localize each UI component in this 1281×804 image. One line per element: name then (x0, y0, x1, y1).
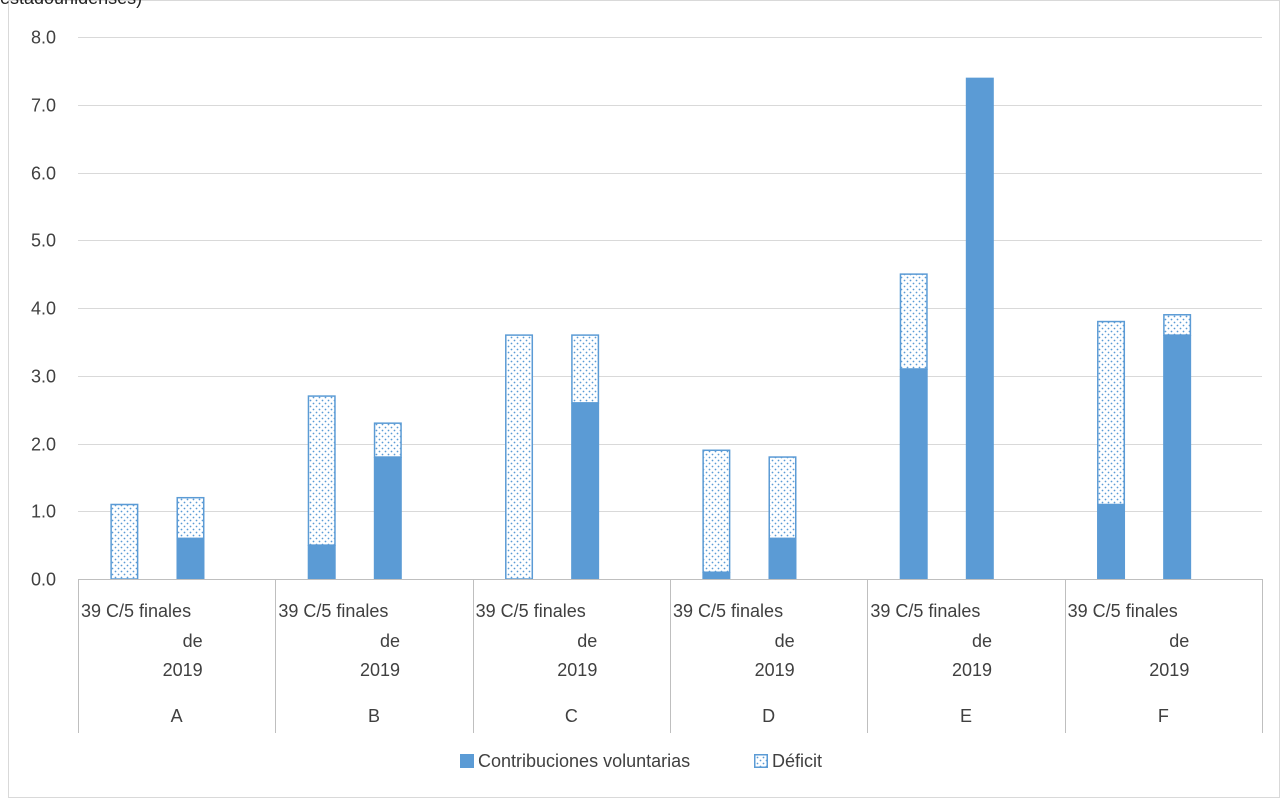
bar-segment-deficit (176, 496, 205, 540)
legend-label-deficit: Déficit (772, 751, 822, 771)
x-group-label: E (960, 706, 972, 726)
x-axis: 39 C/5 finales de 2019 A 39 C/5 finales de 201… (78, 579, 1263, 733)
x-subcategory-label: 39 C/5 finales (870, 601, 980, 621)
x-subcategory-label: 2019 (163, 660, 203, 680)
x-group-label: A (171, 706, 183, 726)
bar-segment-contribuciones (373, 457, 402, 579)
legend: Contribuciones voluntarias Déficit (460, 751, 822, 771)
y-tick-label: 3.0 (31, 367, 56, 387)
bar-segment-contribuciones (1097, 504, 1126, 579)
bar-segment-deficit (505, 334, 534, 580)
y-tick-label: 5.0 (31, 231, 56, 251)
y-tick-label: 4.0 (31, 299, 56, 319)
y-axis-tick-labels: 0.0 1.0 2.0 3.0 4.0 5.0 6.0 7.0 8.0 (31, 28, 56, 590)
bar-segment-deficit (768, 456, 797, 540)
x-subcategory-label: de (972, 631, 992, 651)
bar-segment-deficit (1097, 320, 1126, 506)
x-subcategory-label: 39 C/5 finales (673, 601, 783, 621)
x-subcategory-label: 2019 (755, 660, 795, 680)
bar-segment-contribuciones (768, 538, 797, 579)
x-subcategory-label: 39 C/5 finales (278, 601, 388, 621)
x-group-label: D (762, 706, 775, 726)
chart-title-fragment: estadounidenses) (0, 0, 142, 9)
legend-label-contribuciones: Contribuciones voluntarias (478, 751, 690, 771)
y-tick-label: 1.0 (31, 502, 56, 522)
y-tick-label: 2.0 (31, 435, 56, 455)
x-group-label: F (1158, 706, 1169, 726)
y-tick-label: 0.0 (31, 570, 56, 590)
bar-segment-deficit (373, 422, 402, 458)
bar-segment-deficit (1163, 314, 1192, 336)
y-tick-label: 8.0 (31, 28, 56, 48)
bar-segment-contribuciones (571, 402, 600, 579)
bar-segment-contribuciones (1163, 335, 1192, 579)
x-subcategory-label: de (183, 631, 203, 651)
x-subcategory-label: de (775, 631, 795, 651)
legend-swatch-deficit (754, 754, 768, 768)
bar-segment-deficit (702, 449, 731, 573)
x-subcategory-label: 39 C/5 finales (476, 601, 586, 621)
gridlines (78, 37, 1262, 512)
y-tick-label: 6.0 (31, 164, 56, 184)
bar-segment-contribuciones (176, 538, 205, 579)
bar-segment-contribuciones (702, 572, 731, 579)
bar-segment-deficit (307, 395, 336, 546)
bar-segment-contribuciones (307, 545, 336, 579)
x-subcategory-label: de (1169, 631, 1189, 651)
x-subcategory-label: de (577, 631, 597, 651)
x-subcategory-label: 2019 (360, 660, 400, 680)
bar-segment-deficit (571, 334, 600, 404)
chart-frame (8, 0, 1280, 798)
bar-segment-deficit (899, 273, 928, 370)
x-subcategory-label: 39 C/5 finales (81, 601, 191, 621)
x-group-label: B (368, 706, 380, 726)
bars (110, 77, 1192, 580)
bar-segment-contribuciones (965, 77, 994, 580)
x-subcategory-label: 2019 (952, 660, 992, 680)
x-subcategory-label: 2019 (1149, 660, 1189, 680)
bar-segment-deficit (110, 503, 139, 580)
x-subcategory-label: 2019 (557, 660, 597, 680)
x-group-label: C (565, 706, 578, 726)
x-subcategory-label: de (380, 631, 400, 651)
y-tick-label: 7.0 (31, 96, 56, 116)
legend-swatch-contribuciones (460, 754, 474, 768)
bar-segment-contribuciones (899, 368, 928, 579)
x-subcategory-label: 39 C/5 finales (1068, 601, 1178, 621)
